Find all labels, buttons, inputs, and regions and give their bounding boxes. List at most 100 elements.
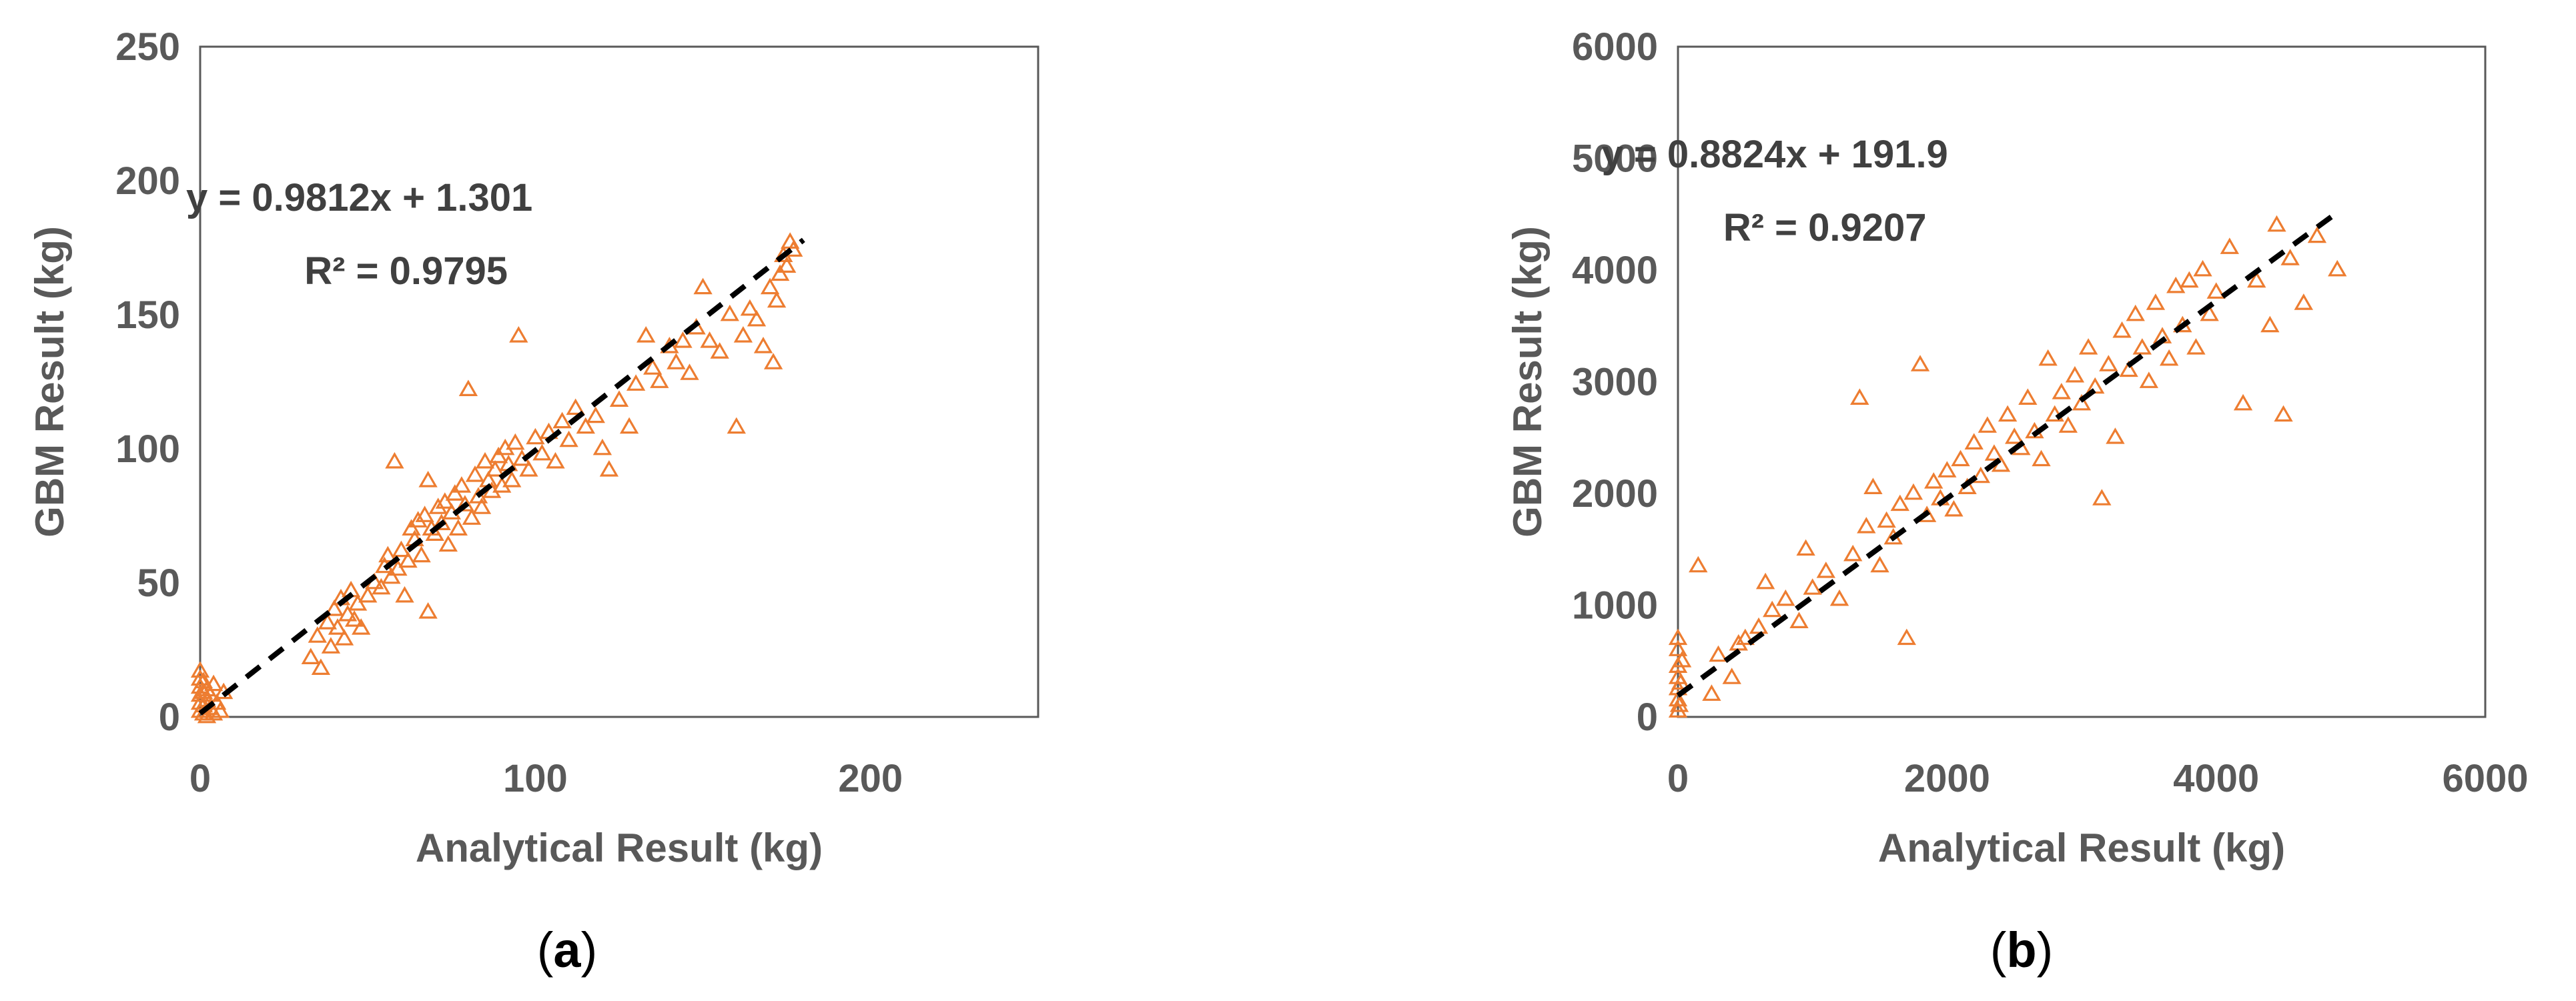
data-point <box>334 629 354 646</box>
data-point <box>720 304 739 321</box>
x-tick-label: 4000 <box>2173 757 2259 800</box>
data-point <box>475 451 495 469</box>
data-point <box>485 459 505 477</box>
data-point <box>418 470 438 487</box>
caption-close-paren: ) <box>581 922 598 978</box>
data-point <box>448 519 468 536</box>
data-point <box>740 299 760 316</box>
data-point <box>408 511 428 528</box>
data-point <box>1755 572 1775 590</box>
data-point <box>1776 589 1795 606</box>
data-point <box>2052 383 2071 399</box>
data-point <box>532 443 552 461</box>
panel-caption: (a) <box>537 922 597 978</box>
data-point <box>1984 444 2004 461</box>
x-tick-label: 200 <box>838 757 903 800</box>
x-tick-label: 100 <box>503 757 568 800</box>
data-point <box>193 704 213 721</box>
data-point <box>2065 365 2085 383</box>
x-tick-label: 2000 <box>1904 757 1990 800</box>
y-axis-label: GBM Result (kg) <box>1505 226 1550 538</box>
data-point <box>502 470 522 487</box>
data-point <box>747 309 767 327</box>
data-point <box>1671 673 1691 690</box>
data-point <box>372 578 391 595</box>
data-point <box>197 706 217 724</box>
data-point <box>1998 405 2018 422</box>
caption-letter: a <box>553 922 581 978</box>
x-axis-label: Analytical Result (kg) <box>1878 826 2285 870</box>
data-point <box>2280 249 2300 265</box>
data-point <box>586 406 605 423</box>
trendline <box>1676 210 2339 698</box>
data-point <box>1668 690 1688 707</box>
x-tick-label: 6000 <box>2442 757 2528 800</box>
data-point <box>1702 684 1721 701</box>
data-point <box>1829 589 1849 606</box>
data-point <box>1668 628 1688 646</box>
caption-open-paren: ( <box>537 922 554 978</box>
data-point <box>2078 338 2098 355</box>
data-point <box>2307 226 2327 243</box>
data-point <box>2247 271 2266 288</box>
y-tick-label: 4000 <box>1572 249 1658 292</box>
data-point <box>2119 360 2138 377</box>
data-point <box>650 371 669 388</box>
data-point <box>190 669 210 686</box>
y-tick-label: 0 <box>1637 696 1658 739</box>
data-point <box>2186 338 2206 355</box>
y-tick-label: 5000 <box>1572 137 1658 181</box>
data-point <box>1897 628 1916 646</box>
data-point <box>412 546 431 563</box>
data-point <box>2005 427 2024 444</box>
data-point <box>727 417 746 434</box>
caption-letter: b <box>2006 922 2036 978</box>
data-point <box>2193 259 2212 277</box>
data-point <box>2099 355 2118 371</box>
x-tick-label: 0 <box>1667 757 1689 800</box>
data-point <box>626 374 646 391</box>
data-point <box>428 497 448 514</box>
data-point <box>435 492 454 509</box>
data-point <box>1689 556 1708 573</box>
y-tick-label: 50 <box>137 562 180 605</box>
data-point <box>2206 282 2226 299</box>
data-point <box>710 342 729 359</box>
data-point <box>592 438 612 455</box>
data-point <box>1870 556 1889 573</box>
data-point <box>348 594 368 611</box>
data-point <box>1709 645 1728 662</box>
data-point <box>609 390 629 407</box>
data-point <box>2159 349 2179 366</box>
data-point <box>203 704 224 721</box>
scatter-panel-a: 0 50 100 150 200 250 0 100 200 Analytical Result … <box>27 25 1039 978</box>
r-squared-label: R² = 0.9207 <box>1723 206 1927 249</box>
data-point <box>1796 539 1815 556</box>
y-tick-label: 2000 <box>1572 472 1658 516</box>
data-point <box>1816 562 1835 578</box>
y-axis-label: GBM Result (kg) <box>27 226 72 538</box>
data-point <box>767 291 787 308</box>
data-point <box>2112 321 2132 338</box>
data-point <box>468 487 488 504</box>
data-point <box>576 417 595 434</box>
data-point <box>619 417 639 434</box>
data-point <box>1857 517 1876 534</box>
data-point <box>753 336 773 353</box>
data-point <box>2166 276 2186 293</box>
data-point <box>382 567 401 584</box>
data-point <box>301 648 320 665</box>
data-point <box>1890 494 1909 512</box>
data-point <box>321 637 341 654</box>
data-point <box>1763 600 1782 618</box>
data-point <box>643 358 663 375</box>
data-point <box>2274 405 2293 422</box>
data-point <box>438 535 458 552</box>
data-point <box>1668 640 1688 656</box>
data-point <box>352 618 371 635</box>
data-point <box>311 658 331 676</box>
data-point <box>200 685 220 702</box>
data-point <box>455 495 475 512</box>
data-point <box>763 353 783 369</box>
data-point <box>777 256 797 273</box>
